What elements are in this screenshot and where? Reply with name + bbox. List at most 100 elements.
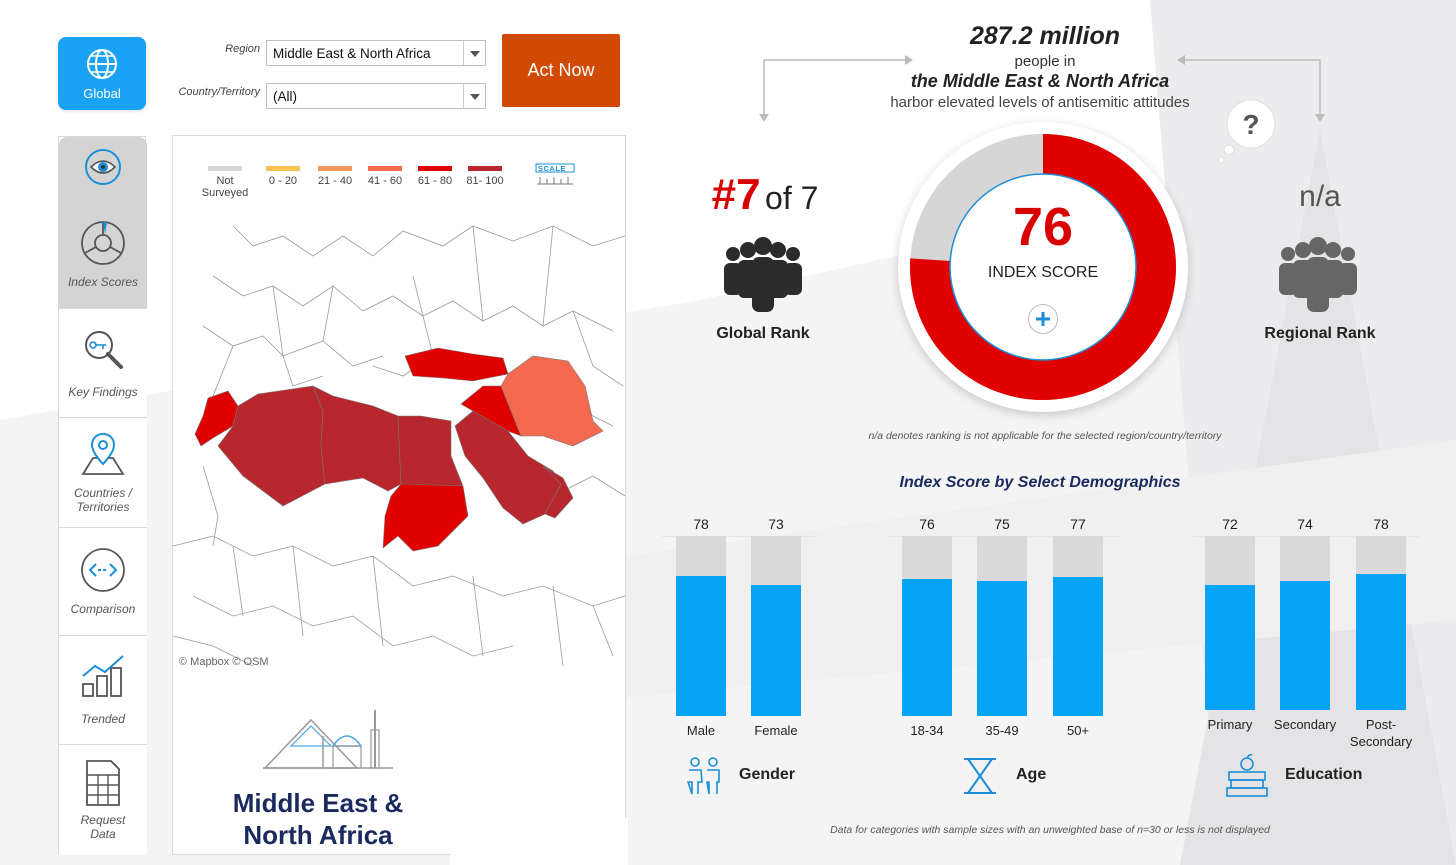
demographic-bar[interactable]: [1205, 536, 1255, 710]
map-country-oman[interactable]: [542, 465, 574, 519]
map-pin-icon: [81, 432, 125, 475]
demographic-bar[interactable]: [902, 536, 952, 716]
nav-item-trended[interactable]: Trended: [59, 636, 147, 745]
demographic-bar-label-line: 35-49: [985, 723, 1019, 738]
expand-button[interactable]: [1028, 304, 1058, 334]
globe-icon: [87, 49, 117, 79]
map-attribution: © Mapbox © OSM: [179, 656, 269, 668]
nav-label-trended: Trended: [81, 712, 125, 726]
connector-arrows: [759, 55, 1325, 122]
legend-swatch: [318, 166, 352, 171]
legend-label: 0 - 20: [268, 175, 298, 187]
demographic-bar[interactable]: [1280, 536, 1330, 710]
demographic-bar-label-line: Secondary: [1349, 734, 1413, 749]
eye-icon: [85, 149, 121, 185]
demographic-bar-label-line: 18-34: [910, 723, 944, 738]
nav-item-key-findings[interactable]: Key Findings: [59, 309, 147, 418]
act-now-button[interactable]: Act Now: [502, 34, 620, 107]
nav-item-request-data[interactable]: Request Data: [59, 745, 147, 855]
demographic-bar-label: 18-34: [882, 722, 972, 739]
legend-swatch: [208, 166, 242, 171]
demographic-bar[interactable]: [676, 536, 726, 716]
region-map[interactable]: [173, 216, 625, 676]
demographic-bar-value: 72: [1222, 516, 1238, 532]
legend-label: Not: [216, 175, 234, 187]
group-label-gender: Gender: [739, 766, 796, 783]
svg-text:?: ?: [1242, 109, 1259, 140]
demographic-bar-label: Female: [731, 722, 821, 739]
people-icon: [686, 757, 720, 795]
side-nav: Index Scores Key Findings Countries / Te…: [58, 136, 147, 855]
global-rank-label: Global Rank: [716, 325, 810, 342]
nav-item-index-scores[interactable]: Index Scores: [59, 199, 147, 309]
demographic-bar[interactable]: [751, 536, 801, 716]
headline-region: the Middle East & North Africa: [910, 71, 1170, 91]
scale-button[interactable]: SCALE: [535, 163, 575, 185]
nav-item-overview[interactable]: [59, 137, 147, 199]
global-rank-number: #7: [711, 170, 761, 219]
nav-label-territories: Territories: [76, 500, 130, 514]
legend-item: 0 - 20: [258, 166, 308, 187]
legend-label: 81- 100: [466, 175, 504, 187]
map-country-sudan[interactable]: [382, 483, 469, 552]
index-score-label: INDEX SCORE: [987, 264, 1099, 281]
global-button-label: Global: [83, 86, 121, 101]
legend-item: 81- 100: [460, 166, 510, 187]
demographic-bar[interactable]: [1053, 536, 1103, 716]
demographic-bar-value: 73: [768, 516, 784, 532]
demographic-bar-value: 76: [919, 516, 935, 532]
demographic-bar-label: Male: [656, 722, 746, 739]
demographic-bar-label-line: Primary: [1207, 717, 1253, 732]
index-score-value: 76: [1012, 197, 1074, 257]
legend-item: Not Surveyed: [200, 166, 250, 199]
map-country-morocco[interactable]: [194, 390, 239, 447]
map-country-libya[interactable]: [312, 385, 402, 492]
legend-swatch: [266, 166, 300, 171]
demographic-bar-value: 75: [994, 516, 1010, 532]
legend-item: 21 - 40: [310, 166, 360, 187]
region-select[interactable]: Middle East & North Africa: [266, 40, 486, 66]
legend-label: 21 - 40: [317, 175, 353, 187]
index-donut: [910, 134, 1176, 400]
demographic-bar-fill: [1053, 577, 1103, 716]
map-country-egypt[interactable]: [397, 415, 464, 487]
demographic-bar-label: Primary: [1185, 716, 1275, 733]
demographic-bar[interactable]: [1356, 536, 1406, 710]
na-note: n/a denotes ranking is not applicable fo…: [868, 430, 1222, 442]
global-rank-of: of 7: [765, 180, 819, 216]
country-label: Country/Territory: [178, 86, 260, 98]
panel-cutout: [450, 818, 628, 865]
demographic-bar-value: 74: [1297, 516, 1313, 532]
region-title-line1: Middle East &: [232, 788, 404, 818]
map-panel: Not Surveyed 0 - 20 21 - 40 41 - 60 61 - 80 81…: [172, 135, 626, 855]
demographic-bar-label: Post- Secondary: [1336, 716, 1426, 750]
nav-item-countries[interactable]: Countries / Territories: [59, 418, 147, 528]
country-select[interactable]: (All): [266, 83, 486, 109]
magnifier-key-icon: [85, 331, 123, 369]
group-label-education: Education: [1285, 766, 1363, 783]
global-button[interactable]: Global: [58, 37, 146, 110]
nav-label-data: Data: [90, 827, 116, 841]
map-country-turkey[interactable]: [404, 347, 509, 382]
region-select-value: Middle East & North Africa: [273, 46, 431, 61]
nav-item-comparison[interactable]: Comparison: [59, 528, 147, 636]
country-select-value: (All): [273, 89, 297, 104]
nav-label-comparison: Comparison: [70, 602, 136, 616]
demographic-bar-fill: [1205, 584, 1255, 710]
demographic-bar-label-line: Male: [686, 723, 716, 738]
nav-label-index-scores: Index Scores: [67, 275, 139, 289]
footnote: Data for categories with sample sizes wi…: [830, 824, 1270, 836]
demographic-bar-label: 35-49: [957, 722, 1047, 739]
gauge-icon: [81, 221, 125, 265]
landmarks-illustration: [263, 710, 393, 769]
legend-swatch: [368, 166, 402, 171]
region-label: Region: [225, 43, 260, 55]
chevron-down-icon: [463, 41, 485, 65]
map-country-iran[interactable]: [500, 355, 604, 447]
group-label-age: Age: [1016, 766, 1047, 783]
nav-label-key-findings: Key Findings: [68, 385, 138, 399]
hourglass-icon: [964, 758, 996, 794]
demographic-bar-value: 78: [1373, 516, 1389, 532]
demographic-bar[interactable]: [977, 536, 1027, 716]
